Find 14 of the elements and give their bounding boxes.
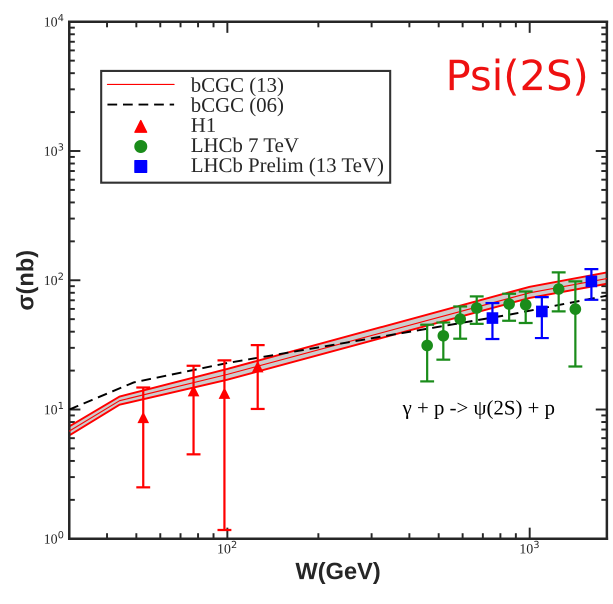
y-tick-label: 10$^{0}$ xyxy=(44,531,64,544)
legend-label: H1 xyxy=(191,118,215,132)
legend-label: bCGC (13) xyxy=(190,77,284,96)
y-axis-title: σ(nb) xyxy=(16,251,38,310)
legend-label: LHCb 7 TeV xyxy=(191,138,299,152)
legend-label: bCGC (06) xyxy=(190,97,284,116)
x-axis-title: W(GeV) xyxy=(295,562,380,584)
annotation: Psi(2S) xyxy=(450,58,586,96)
annotation: γ + p -> ψ(2S) + p xyxy=(402,400,554,419)
legend-label: LHCb Prelim (13 TeV) xyxy=(191,158,384,176)
y-tick-label: 10$^{2}$ xyxy=(44,272,63,286)
y-tick-label: 10$^{4}$ xyxy=(44,14,64,27)
y-tick-label: 10$^{1}$ xyxy=(44,402,64,414)
y-tick-label: 10$^{3}$ xyxy=(44,143,64,156)
